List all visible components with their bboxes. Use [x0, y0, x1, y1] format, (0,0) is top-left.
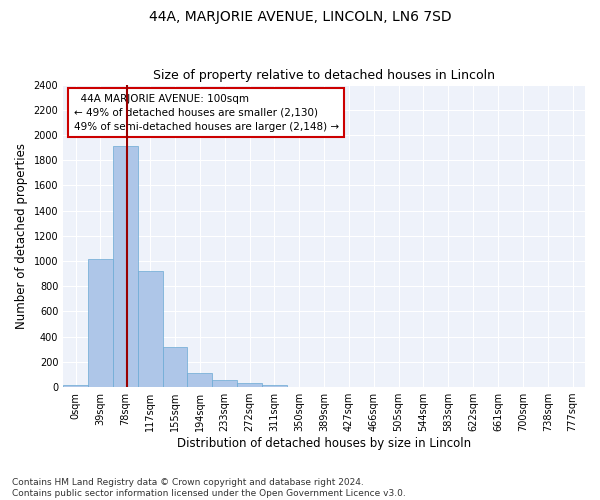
Bar [262, 384, 287, 387]
Title: Size of property relative to detached houses in Lincoln: Size of property relative to detached ho… [153, 69, 495, 82]
Bar [187, 373, 212, 387]
Bar [138, 271, 163, 387]
Bar [237, 382, 262, 387]
Bar [63, 384, 88, 387]
Text: 44A MARJORIE AVENUE: 100sqm
← 49% of detached houses are smaller (2,130)
49% of : 44A MARJORIE AVENUE: 100sqm ← 49% of det… [74, 94, 339, 132]
Y-axis label: Number of detached properties: Number of detached properties [15, 143, 28, 329]
Bar [163, 348, 187, 387]
Text: 44A, MARJORIE AVENUE, LINCOLN, LN6 7SD: 44A, MARJORIE AVENUE, LINCOLN, LN6 7SD [149, 10, 451, 24]
X-axis label: Distribution of detached houses by size in Lincoln: Distribution of detached houses by size … [177, 437, 471, 450]
Bar [113, 146, 138, 387]
Bar [212, 380, 237, 387]
Bar [88, 258, 113, 387]
Text: Contains HM Land Registry data © Crown copyright and database right 2024.
Contai: Contains HM Land Registry data © Crown c… [12, 478, 406, 498]
